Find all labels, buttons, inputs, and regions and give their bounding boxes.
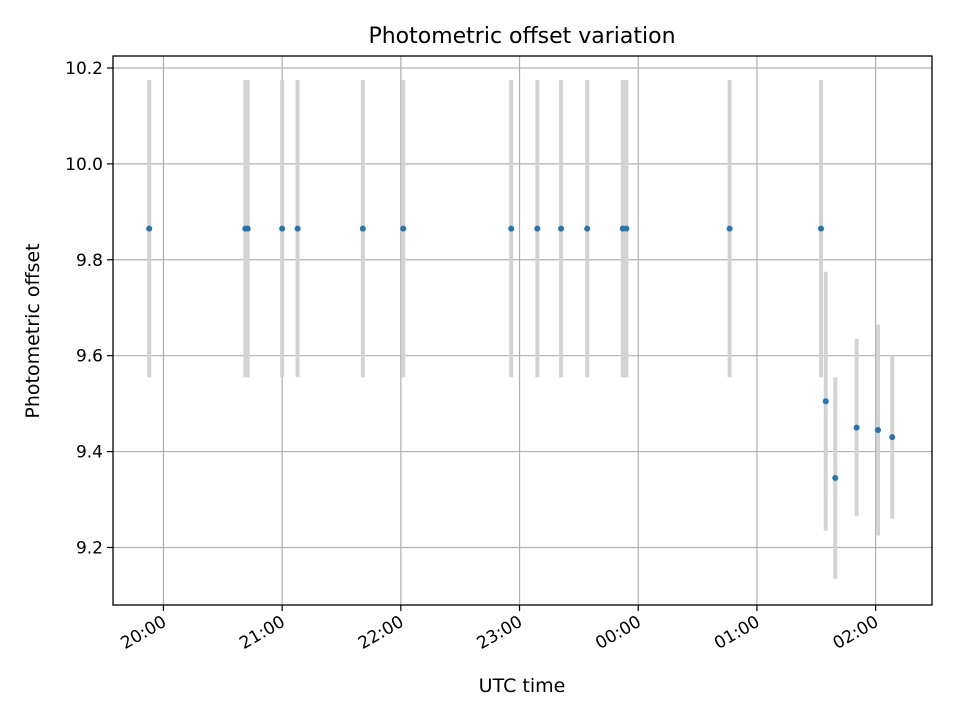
error-bars xyxy=(147,79,895,579)
y-tick-label: 10.0 xyxy=(65,155,103,175)
data-point xyxy=(623,225,630,232)
y-tick-label: 9.6 xyxy=(76,347,103,367)
y-axis-label: Photometric offset xyxy=(22,243,44,418)
data-point xyxy=(146,225,153,232)
x-tick-label: 00:00 xyxy=(592,612,644,654)
y-tick-label: 9.8 xyxy=(76,251,103,271)
x-tick-label: 22:00 xyxy=(355,612,407,654)
data-point xyxy=(726,225,733,232)
data-point xyxy=(534,225,541,232)
data-point xyxy=(584,225,591,232)
data-point xyxy=(874,426,881,433)
data-point xyxy=(359,225,366,232)
data-point xyxy=(822,398,829,405)
axis-ticks: 20:00 21:00 22:00 23:00 00:00 01:00 02:00 9.2 9.… xyxy=(65,59,882,654)
data-point xyxy=(400,225,407,232)
plot-frame xyxy=(112,55,933,606)
x-tick-label: 02:00 xyxy=(830,612,882,654)
x-axis-label: UTC time xyxy=(479,675,566,697)
x-tick-label: 23:00 xyxy=(474,612,526,654)
x-tick-label: 20:00 xyxy=(118,612,170,654)
data-point xyxy=(832,474,839,481)
data-point xyxy=(558,225,565,232)
x-tick-label: 21:00 xyxy=(236,612,288,654)
data-point xyxy=(279,225,286,232)
data-point xyxy=(244,225,251,232)
data-point xyxy=(508,225,515,232)
data-point xyxy=(889,434,896,441)
data-point xyxy=(294,225,301,232)
chart-title: Photometric offset variation xyxy=(368,24,675,49)
data-point xyxy=(818,225,825,232)
y-tick-label: 10.2 xyxy=(65,59,103,79)
data-points xyxy=(146,225,896,481)
grid-lines xyxy=(113,56,932,605)
y-tick-label: 9.4 xyxy=(76,443,103,463)
x-tick-label: 01:00 xyxy=(711,612,763,654)
y-tick-label: 9.2 xyxy=(76,538,103,558)
data-point xyxy=(853,424,860,431)
